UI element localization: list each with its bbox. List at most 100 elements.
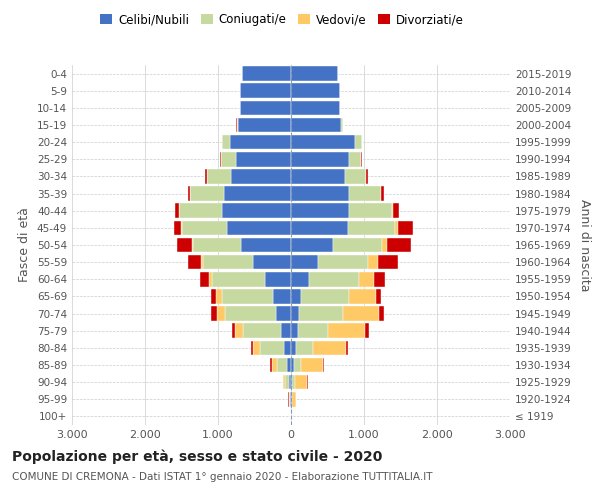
Bar [274, 289, 291, 304]
Bar [200, 272, 209, 286]
Bar [211, 306, 217, 321]
Bar [296, 340, 313, 355]
Bar [349, 204, 392, 218]
Bar [334, 238, 382, 252]
Bar [361, 152, 362, 166]
Bar [291, 375, 292, 390]
Bar [211, 289, 216, 304]
Bar [265, 272, 291, 286]
Bar [192, 238, 193, 252]
Bar [182, 220, 227, 235]
Bar [232, 324, 235, 338]
Bar [379, 306, 384, 321]
Bar [221, 204, 291, 218]
Bar [289, 375, 291, 390]
Bar [295, 375, 307, 390]
Bar [298, 324, 328, 338]
Bar [223, 135, 230, 150]
Bar [392, 204, 393, 218]
Bar [235, 324, 243, 338]
Bar [365, 324, 370, 338]
Bar [271, 358, 272, 372]
Bar [224, 186, 291, 201]
Bar [341, 118, 343, 132]
Bar [242, 66, 291, 81]
Bar [251, 340, 253, 355]
Bar [272, 358, 277, 372]
Bar [190, 186, 224, 201]
Bar [236, 118, 238, 132]
Bar [291, 306, 299, 321]
Bar [291, 220, 348, 235]
Bar [292, 375, 295, 390]
Bar [291, 84, 340, 98]
Bar [220, 152, 221, 166]
Bar [388, 238, 411, 252]
Bar [367, 169, 368, 184]
Bar [355, 135, 362, 150]
Bar [230, 135, 291, 150]
Bar [217, 306, 224, 321]
Bar [343, 306, 379, 321]
Bar [221, 289, 274, 304]
Bar [291, 169, 345, 184]
Bar [227, 220, 291, 235]
Bar [291, 66, 338, 81]
Bar [368, 255, 378, 270]
Bar [291, 272, 308, 286]
Bar [231, 169, 291, 184]
Bar [236, 152, 291, 166]
Bar [179, 204, 221, 218]
Bar [289, 392, 290, 406]
Bar [277, 358, 287, 372]
Bar [374, 272, 385, 286]
Bar [285, 375, 289, 390]
Bar [398, 220, 413, 235]
Bar [349, 289, 376, 304]
Bar [382, 238, 388, 252]
Bar [291, 186, 349, 201]
Bar [291, 255, 318, 270]
Bar [318, 255, 368, 270]
Bar [328, 324, 365, 338]
Bar [291, 238, 334, 252]
Bar [188, 186, 190, 201]
Bar [253, 340, 260, 355]
Bar [216, 289, 221, 304]
Y-axis label: Anni di nascita: Anni di nascita [578, 198, 591, 291]
Bar [382, 186, 384, 201]
Legend: Celibi/Nubili, Coniugati/e, Vedovi/e, Divorziati/e: Celibi/Nubili, Coniugati/e, Vedovi/e, Di… [95, 8, 469, 31]
Bar [241, 238, 291, 252]
Bar [201, 255, 203, 270]
Bar [292, 392, 296, 406]
Bar [253, 255, 291, 270]
Bar [291, 289, 301, 304]
Bar [378, 255, 398, 270]
Bar [238, 118, 291, 132]
Bar [291, 100, 340, 115]
Bar [287, 358, 291, 372]
Bar [291, 204, 349, 218]
Bar [291, 118, 341, 132]
Bar [284, 340, 291, 355]
Bar [205, 169, 207, 184]
Bar [346, 340, 348, 355]
Bar [260, 340, 284, 355]
Bar [193, 238, 241, 252]
Bar [349, 186, 381, 201]
Bar [376, 289, 381, 304]
Bar [212, 272, 265, 286]
Bar [301, 289, 349, 304]
Y-axis label: Fasce di età: Fasce di età [19, 208, 31, 282]
Bar [313, 340, 346, 355]
Bar [348, 220, 395, 235]
Bar [395, 220, 398, 235]
Bar [299, 306, 343, 321]
Bar [281, 324, 291, 338]
Bar [345, 169, 366, 184]
Bar [209, 272, 212, 286]
Bar [349, 152, 361, 166]
Bar [291, 340, 296, 355]
Bar [224, 306, 275, 321]
Bar [188, 255, 201, 270]
